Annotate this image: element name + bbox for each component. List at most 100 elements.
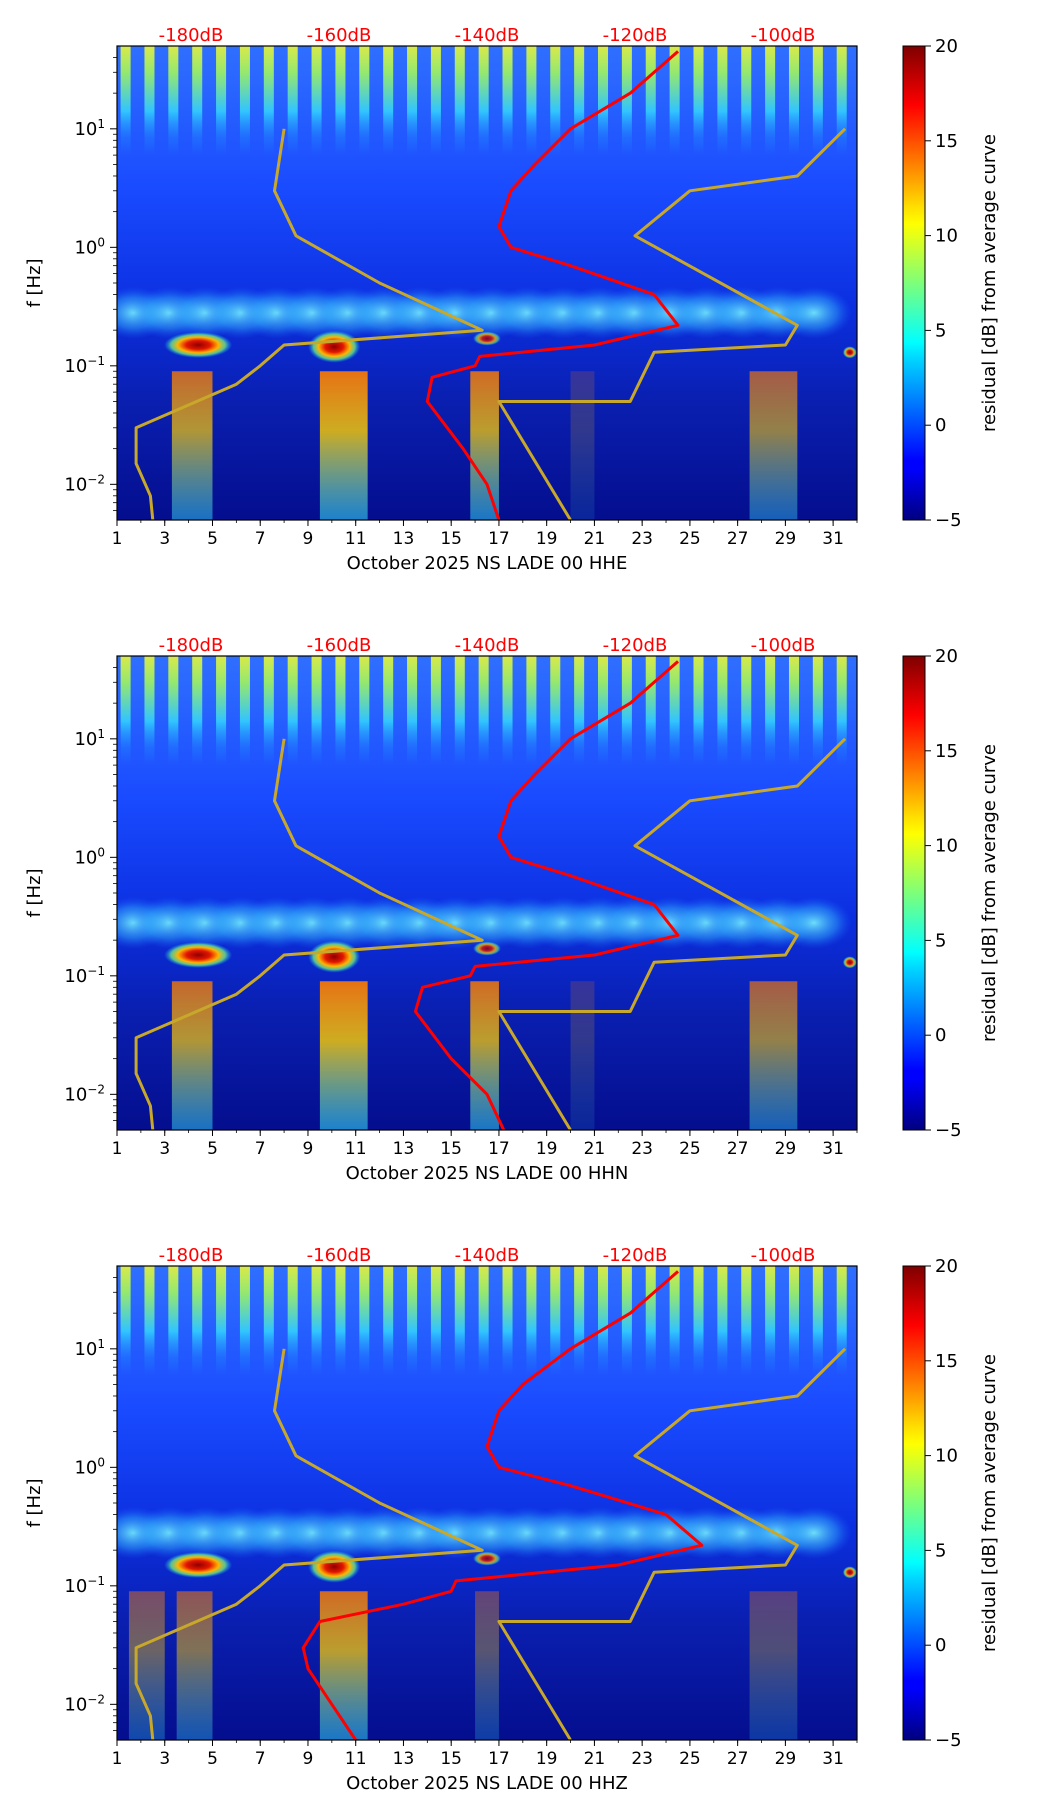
x-axis-label: October 2025 NS LADE 00 HHZ [346, 1773, 628, 1794]
top-db-label: -180dB [159, 635, 224, 656]
daily-stripe [168, 1266, 179, 1485]
daily-stripe [454, 1266, 465, 1485]
daily-stripe [478, 656, 489, 875]
microseism-cloud [776, 896, 853, 949]
microseism-cloud [776, 1506, 853, 1559]
daily-stripe [669, 1266, 680, 1485]
microseism-peak [473, 1551, 501, 1566]
colorbar-tick-label: 10 [935, 1446, 958, 1467]
x-tick-label: 1 [112, 1749, 123, 1769]
daily-stripe [478, 1266, 489, 1485]
x-axis-label: October 2025 NS LADE 00 HHE [347, 553, 628, 574]
top-db-label: -100dB [751, 25, 816, 46]
daily-stripe [287, 46, 298, 265]
y-tick-label: 100 [74, 845, 105, 868]
daily-stripe [192, 656, 203, 875]
top-db-label: -180dB [159, 1245, 224, 1266]
daily-stripe [335, 656, 346, 875]
daily-stripe [478, 46, 489, 265]
daily-stripe [765, 656, 776, 875]
daily-stripe [693, 1266, 704, 1485]
colorbar [902, 45, 926, 521]
colorbar-tick-label: 0 [935, 1635, 946, 1656]
colorbar-tick-label: 5 [935, 930, 946, 951]
x-tick-label: 31 [822, 1139, 844, 1159]
daily-stripe [263, 1266, 274, 1485]
daily-stripe [669, 656, 680, 875]
daily-stripe [144, 1266, 155, 1485]
colorbar-tick-label: 15 [935, 131, 958, 152]
colorbar-tick-label: 20 [935, 36, 958, 57]
x-tick-label: 25 [679, 1139, 701, 1159]
y-axis-label: f [Hz] [24, 258, 45, 307]
low-frequency-burst [171, 371, 213, 520]
daily-stripe [502, 656, 513, 875]
colorbar-tick-label: −5 [935, 1730, 962, 1751]
x-tick-label: 29 [775, 1749, 797, 1769]
daily-stripe [311, 656, 322, 875]
top-db-label: -140dB [455, 25, 520, 46]
x-tick-label: 15 [440, 529, 462, 549]
x-tick-label: 27 [727, 529, 749, 549]
y-tick-label: 101 [74, 1337, 105, 1360]
microseism-peak [308, 1550, 361, 1583]
daily-stripe [621, 656, 632, 875]
daily-stripe [550, 656, 561, 875]
daily-stripe [836, 1266, 847, 1485]
x-tick-label: 15 [440, 1139, 462, 1159]
nhnm-line [497, 1347, 847, 1740]
colorbar-tick-label: 0 [935, 1025, 946, 1046]
x-tick-label: 11 [345, 529, 367, 549]
daily-stripe [287, 1266, 298, 1485]
colorbar-tick-label: 20 [935, 1256, 958, 1277]
y-tick-label: 10−1 [64, 1574, 105, 1597]
x-tick-label: 25 [679, 529, 701, 549]
nlnm-line [134, 128, 484, 520]
y-tick-label: 10−1 [64, 964, 105, 987]
microseism-peak [842, 346, 857, 359]
daily-stripe [359, 1266, 370, 1485]
daily-stripe [359, 46, 370, 265]
low-frequency-burst [319, 981, 368, 1130]
top-db-label: -120dB [603, 1245, 668, 1266]
x-tick-label: 25 [679, 1749, 701, 1769]
x-tick-label: 3 [159, 1749, 170, 1769]
daily-stripe [574, 656, 585, 875]
x-tick-label: 1 [112, 1139, 123, 1159]
top-db-label: -140dB [455, 635, 520, 656]
daily-stripe [144, 656, 155, 875]
daily-stripe [502, 46, 513, 265]
daily-stripe [263, 656, 274, 875]
low-frequency-burst [749, 371, 798, 520]
x-tick-label: 5 [207, 1749, 218, 1769]
daily-stripe [407, 656, 418, 875]
low-frequency-burst [176, 1591, 213, 1740]
x-tick-label: 17 [488, 529, 510, 549]
daily-stripe [430, 656, 441, 875]
daily-stripe [526, 1266, 537, 1485]
y-tick-label: 101 [74, 727, 105, 750]
colorbar-tick-label: 5 [935, 1540, 946, 1561]
daily-stripe [693, 46, 704, 265]
colorbar-tick-label: 20 [935, 646, 958, 667]
low-frequency-burst [749, 981, 798, 1130]
x-tick-label: 21 [584, 529, 606, 549]
x-tick-label: 5 [207, 1139, 218, 1159]
x-tick-label: 13 [393, 1749, 415, 1769]
top-db-label: -120dB [603, 635, 668, 656]
top-db-label: -100dB [751, 635, 816, 656]
daily-stripe [836, 656, 847, 875]
top-db-label: -120dB [603, 25, 668, 46]
x-tick-label: 29 [775, 1139, 797, 1159]
daily-stripe [717, 46, 728, 265]
colorbar-label: residual [dB] from average curve [979, 1354, 1000, 1652]
microseism-peak [842, 1566, 857, 1579]
daily-stripe [741, 656, 752, 875]
daily-stripe [621, 46, 632, 265]
daily-stripe [192, 1266, 203, 1485]
colorbar-tick-label: 5 [935, 320, 946, 341]
x-tick-label: 17 [488, 1749, 510, 1769]
daily-stripe [311, 1266, 322, 1485]
x-tick-label: 19 [536, 1749, 558, 1769]
daily-stripe [741, 1266, 752, 1485]
